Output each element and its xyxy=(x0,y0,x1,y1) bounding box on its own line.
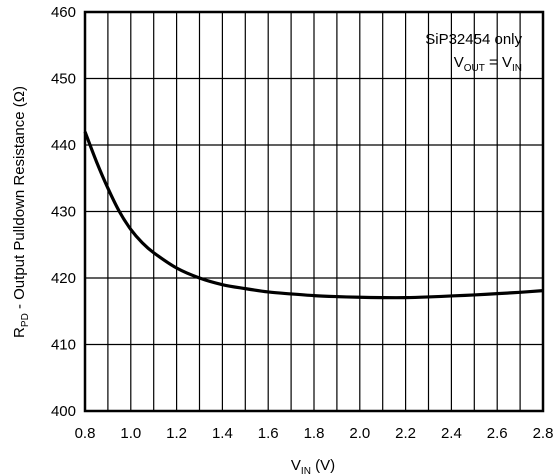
x-tick-label: 0.8 xyxy=(75,425,96,442)
annotation-line2: VOUT = VIN xyxy=(454,54,522,74)
y-tick-label: 430 xyxy=(51,204,76,221)
x-tick-label: 2.6 xyxy=(487,425,508,442)
x-tick-label: 1.6 xyxy=(258,425,279,442)
curve-layer xyxy=(83,131,544,300)
y-tick-labels: 400 410 420 430 440 450 460 xyxy=(51,4,76,420)
x-tick-label: 1.0 xyxy=(120,425,141,442)
grid xyxy=(85,12,543,411)
x-tick-label: 2.2 xyxy=(395,425,416,442)
y-tick-label: 410 xyxy=(51,337,76,354)
x-tick-label: 2.0 xyxy=(349,425,370,442)
x-tick-label: 1.2 xyxy=(166,425,187,442)
y-tick-label: 450 xyxy=(51,71,76,88)
plot-frame xyxy=(83,10,545,413)
x-axis-label: VIN (V) xyxy=(291,457,335,475)
y-axis-label: RPD - Output Pulldown Resistance (Ω) xyxy=(11,86,31,338)
y-tick-label: 420 xyxy=(51,270,76,287)
x-tick-label: 1.8 xyxy=(304,425,325,442)
y-tick-label: 440 xyxy=(51,137,76,154)
x-tick-labels: 0.8 1.0 1.2 1.4 1.6 1.8 2.0 2.2 2.4 2.6 2.8 xyxy=(75,425,554,442)
x-tick-label: 2.8 xyxy=(533,425,554,442)
x-tick-label: 2.4 xyxy=(441,425,462,442)
series-line xyxy=(83,131,544,300)
y-tick-label: 460 xyxy=(51,4,76,21)
x-tick-label: 1.4 xyxy=(212,425,233,442)
y-tick-label: 400 xyxy=(51,403,76,420)
annotation-line1: SiP32454 only xyxy=(425,31,522,48)
